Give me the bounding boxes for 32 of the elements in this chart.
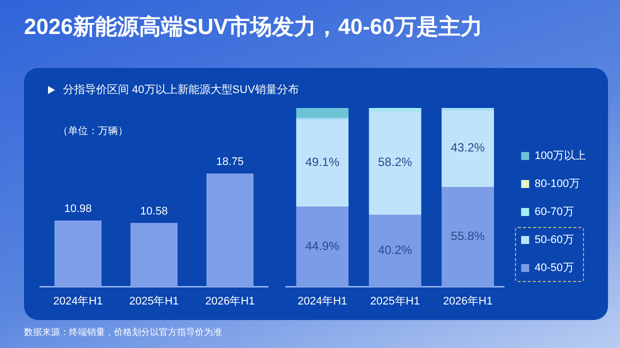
bar	[296, 206, 349, 287]
chart-title: 2026新能源高端SUV市场发力，40-60万是主力	[24, 13, 482, 41]
legend-label: 100万以上	[534, 149, 586, 162]
x-tick-label: 2024年H1	[53, 295, 103, 308]
bar	[368, 108, 422, 111]
data-label: 58.2%	[378, 155, 412, 170]
x-tick-label: 2025年H1	[129, 295, 179, 308]
chart-subtitle: 分指导价区间 40万以上新能源大型SUV销量分布	[63, 84, 299, 96]
x-tick-label: 2025年H1	[370, 295, 420, 308]
bar	[296, 108, 349, 118]
bar	[442, 187, 494, 287]
legend-label: 50-60万	[534, 234, 574, 246]
source-note: 数据来源：终端销量，价格划分以官方指导价为准	[24, 326, 222, 339]
x-tick-label: 2026年H1	[443, 295, 493, 308]
legend-label: 80-100万	[534, 178, 580, 190]
x-tick-label: 2026年H1	[205, 295, 255, 308]
data-label: 55.8%	[450, 229, 486, 244]
data-label: 10.58	[140, 205, 168, 218]
bar	[296, 118, 349, 207]
data-label: 18.75	[216, 156, 244, 168]
data-label: 43.2%	[450, 140, 486, 155]
data-label: 10.98	[64, 203, 92, 216]
legend-label: 40-50万	[534, 262, 574, 274]
bar	[368, 110, 422, 215]
bar	[368, 214, 422, 287]
legend-label: 60-70万	[534, 206, 574, 218]
data-label: 49.1%	[305, 154, 340, 169]
bar	[442, 110, 494, 188]
data-label: 44.9%	[305, 238, 340, 253]
data-label: 40.2%	[378, 243, 412, 258]
x-tick-label: 2024年H1	[298, 295, 348, 308]
text: （单位：万辆）	[58, 124, 128, 138]
